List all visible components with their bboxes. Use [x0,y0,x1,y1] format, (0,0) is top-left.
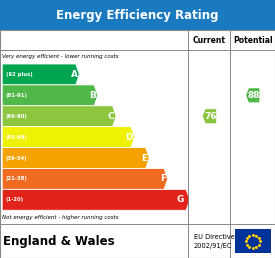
Text: 88: 88 [248,91,260,100]
Text: (1-20): (1-20) [6,197,24,202]
Text: (92 plus): (92 plus) [6,72,32,77]
Polygon shape [2,168,168,189]
Text: (21-38): (21-38) [6,176,28,181]
Text: 2002/91/EC: 2002/91/EC [194,243,232,249]
Bar [235,230,271,253]
Text: F: F [160,174,166,183]
Text: (55-68): (55-68) [6,135,28,140]
Polygon shape [202,109,216,124]
Polygon shape [2,106,116,127]
Text: B: B [89,91,96,100]
Text: EU Directive: EU Directive [194,233,235,240]
Text: (81-91): (81-91) [6,93,28,98]
Polygon shape [2,64,79,85]
Text: C: C [108,112,114,121]
Bar [0,30,275,258]
Polygon shape [2,189,190,210]
Text: Energy Efficiency Rating: Energy Efficiency Rating [56,9,219,22]
Text: A: A [71,70,78,79]
Text: England & Wales: England & Wales [3,235,115,248]
Text: 76: 76 [204,112,217,121]
Polygon shape [2,127,134,148]
Text: E: E [142,154,148,163]
Text: (39-54): (39-54) [6,156,27,160]
Text: Current: Current [193,36,226,45]
Text: Potential: Potential [233,36,273,45]
Text: D: D [125,133,133,142]
Polygon shape [2,85,98,106]
Text: Very energy efficient - lower running costs: Very energy efficient - lower running co… [2,54,119,59]
Polygon shape [2,148,149,168]
Text: G: G [177,195,184,204]
Text: Not energy efficient - higher running costs: Not energy efficient - higher running co… [2,215,119,220]
Text: (69-80): (69-80) [6,114,28,119]
Bar [0,0,275,30]
Polygon shape [246,88,260,103]
